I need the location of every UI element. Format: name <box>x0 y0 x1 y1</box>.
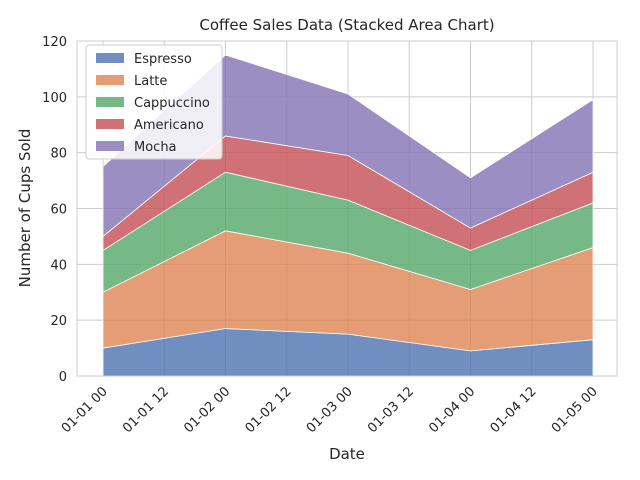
y-tick-label: 20 <box>50 314 67 329</box>
x-tick-label: 01-02 00 <box>181 384 233 436</box>
y-tick-label: 0 <box>59 370 67 385</box>
legend-swatch-americano <box>96 119 124 129</box>
x-tick-label: 01-03 12 <box>365 384 417 436</box>
chart-title: Coffee Sales Data (Stacked Area Chart) <box>199 16 494 34</box>
x-tick-label: 01-03 00 <box>304 384 356 436</box>
legend-label-mocha: Mocha <box>134 140 177 155</box>
x-tick-label: 01-04 12 <box>488 384 540 436</box>
legend-swatch-cappuccino <box>96 97 124 107</box>
x-tick-labels: 01-01 00 01-01 12 01-02 00 01-02 12 01-03 00… <box>59 384 601 436</box>
y-tick-label: 100 <box>42 91 67 106</box>
y-tick-label: 80 <box>50 147 67 162</box>
x-axis-label: Date <box>329 445 365 463</box>
y-tick-label: 60 <box>50 203 67 218</box>
y-tick-labels: 0 20 40 60 80 100 120 <box>42 35 67 385</box>
legend: Espresso Latte Cappuccino Americano Mocha <box>85 44 223 160</box>
area-series <box>102 54 594 377</box>
y-tick-label: 120 <box>42 35 67 50</box>
x-tick-label: 01-02 12 <box>243 384 295 436</box>
x-tick-label: 01-01 12 <box>120 384 172 436</box>
legend-swatch-espresso <box>96 53 124 63</box>
legend-swatch-latte <box>96 75 124 85</box>
legend-label-americano: Americano <box>134 118 204 133</box>
x-tick-label: 01-01 00 <box>59 384 111 436</box>
legend-label-espresso: Espresso <box>134 52 192 67</box>
legend-label-cappuccino: Cappuccino <box>134 96 210 111</box>
x-tick-label: 01-05 00 <box>549 384 601 436</box>
y-tick-label: 40 <box>50 258 67 273</box>
legend-box <box>85 44 223 160</box>
x-tick-label: 01-04 00 <box>426 384 478 436</box>
plot-frame <box>76 40 618 377</box>
legend-swatch-mocha <box>96 141 124 151</box>
area-mocha <box>102 54 594 238</box>
legend-label-latte: Latte <box>134 74 167 89</box>
y-axis-label: Number of Cups Sold <box>16 129 34 288</box>
